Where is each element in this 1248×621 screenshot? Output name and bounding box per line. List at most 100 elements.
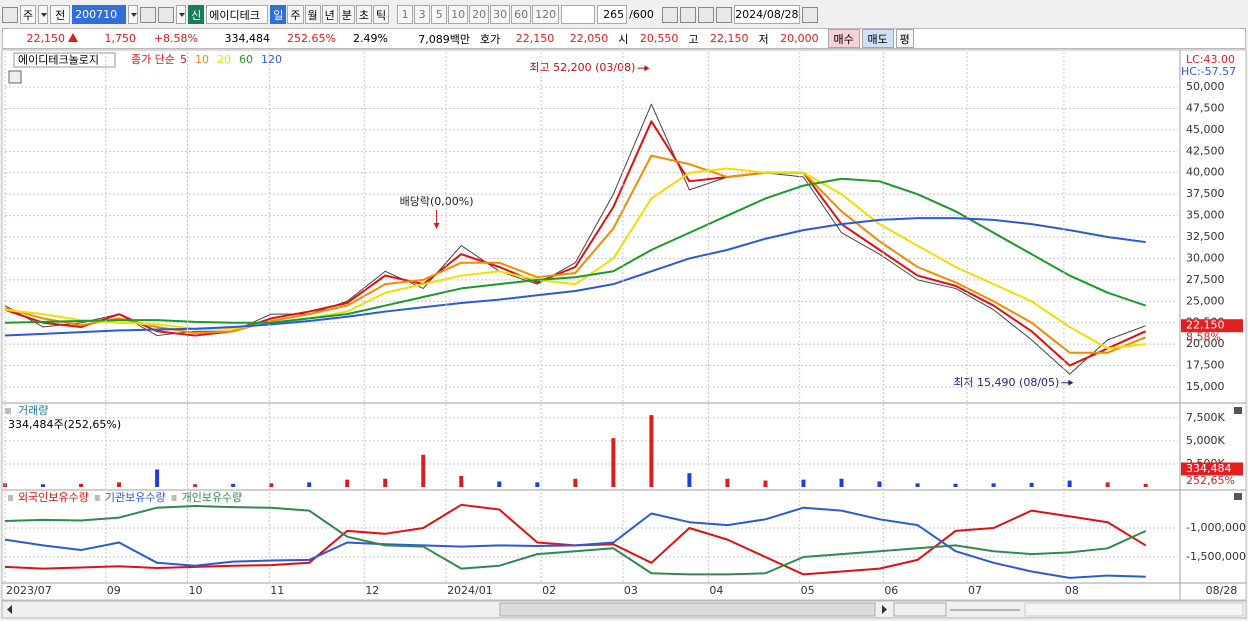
tool-icon[interactable] [697, 6, 714, 23]
period-button[interactable]: 분 [338, 5, 355, 24]
arrow-head [433, 223, 440, 229]
volume-bar [497, 481, 502, 487]
volume-bar [459, 475, 464, 487]
x-tick-label: 11 [270, 584, 284, 597]
quote-bar: 22,150 1,750 +8.58% 334,484 252.65% 2.49… [2, 28, 1246, 49]
search-icon[interactable] [140, 6, 157, 23]
current-sub-label: 8.58% [1186, 331, 1221, 344]
period-button[interactable]: 일 [270, 5, 287, 24]
volume-bar [1029, 482, 1034, 487]
dropdown[interactable] [176, 5, 187, 24]
tool-icons[interactable] [1024, 602, 1244, 617]
title-box[interactable] [13, 52, 116, 68]
series-line [4, 120, 1147, 367]
menu-icon[interactable] [2, 6, 18, 23]
interval-button[interactable]: 5 [431, 5, 448, 24]
dropdown[interactable] [128, 5, 139, 24]
y-tick-label: 27,500 [1186, 273, 1225, 286]
arrow-head [1068, 379, 1074, 386]
legend-entry: 10 [195, 53, 209, 66]
period-button[interactable]: 초 [355, 5, 372, 24]
y-tick-label: 47,500 [1186, 101, 1225, 114]
price: 22,150 [3, 32, 83, 45]
interval-button[interactable]: 20 [469, 5, 490, 24]
scroll-thumb[interactable] [499, 602, 876, 617]
change: 1,750 [104, 32, 137, 45]
interval-button[interactable]: 30 [490, 5, 511, 24]
panel-button[interactable] [1234, 493, 1242, 500]
period-button[interactable]: 주 [287, 5, 304, 24]
sell-button[interactable]: 매도 [861, 29, 894, 48]
panel-marker [5, 408, 11, 414]
volume-bar [801, 479, 806, 487]
y-tick-label: 37,500 [1186, 187, 1225, 200]
tool-icon[interactable] [679, 6, 696, 23]
price-text: 22,150 [26, 32, 66, 45]
avg-button[interactable]: 평 [895, 29, 914, 48]
legend-entry: 5 [180, 53, 187, 66]
count-input[interactable]: 265 [597, 5, 628, 24]
interval-button[interactable]: 10 [448, 5, 469, 24]
y-tick-label: 40,000 [1186, 166, 1225, 179]
dropdown[interactable] [38, 5, 49, 24]
volume-bar [155, 469, 160, 487]
volume-bar [41, 484, 46, 487]
code-input[interactable]: 200710 [72, 5, 127, 24]
chart-background [1, 49, 1247, 601]
volume-bar [991, 483, 996, 487]
x-tick-label: 07 [968, 584, 982, 597]
volume-bar [915, 483, 920, 487]
low-label: 저 [758, 32, 769, 46]
x-tick-label: 02 [542, 584, 556, 597]
x-tick-label: 08/28 [1206, 584, 1238, 597]
legend-entry: 개인보유수량 [182, 491, 243, 504]
x-tick-label: 2024/01 [447, 584, 493, 597]
y-tick-label: 25,000 [1186, 294, 1225, 307]
volume-bar [573, 478, 578, 487]
interval-button[interactable]: 60 [511, 5, 532, 24]
market-select[interactable]: 주 [20, 5, 37, 24]
scroll-left[interactable] [7, 605, 12, 614]
interval-button[interactable]: 1 [397, 5, 414, 24]
arrow-head [644, 65, 650, 72]
volume: 334,484 [224, 32, 271, 45]
scroll-right[interactable] [882, 605, 887, 614]
tool-icon[interactable] [715, 6, 732, 23]
panel-button[interactable] [1234, 407, 1242, 414]
sound-icon[interactable] [158, 6, 175, 23]
x-tick-label: 03 [624, 584, 638, 597]
x-tick-label: 06 [884, 584, 898, 597]
date-input[interactable]: 2024/08/28 [733, 5, 800, 24]
prev-button[interactable]: 전 [50, 5, 71, 24]
volume-bar [231, 483, 236, 487]
buy-button[interactable]: 매수 [827, 29, 860, 48]
y-tick-label: 17,500 [1186, 359, 1225, 372]
open-label: 시 [618, 32, 629, 46]
volume-bar [1105, 482, 1110, 487]
interval-select[interactable] [561, 5, 596, 24]
grid-icon[interactable] [8, 70, 22, 84]
legend-marker [171, 495, 177, 501]
series-line [4, 103, 1146, 375]
tool-icon[interactable] [661, 6, 678, 23]
interval-button[interactable]: 120 [532, 5, 560, 24]
volume-bar [649, 415, 654, 487]
high: 22,150 [710, 32, 749, 45]
x-tick-label: 2023/07 [6, 584, 52, 597]
calendar-icon[interactable] [801, 6, 818, 23]
y-tick-label: -1,500,000 [1186, 550, 1246, 563]
period-button[interactable]: 년 [321, 5, 338, 24]
period-button[interactable]: 월 [304, 5, 321, 24]
badge: 신 [188, 5, 205, 24]
volume-bar [117, 482, 122, 487]
legend-marker [94, 495, 100, 501]
y-tick-label: 42,500 [1186, 144, 1225, 157]
period-button[interactable]: 틱 [373, 5, 390, 24]
playback-controls[interactable] [893, 602, 947, 617]
volume-ratio: 252.65% [287, 32, 336, 45]
interval-button[interactable]: 3 [414, 5, 431, 24]
current-sub-label: 252,65% [1186, 474, 1235, 487]
y-tick-label: -1,000,000 [1186, 521, 1246, 534]
